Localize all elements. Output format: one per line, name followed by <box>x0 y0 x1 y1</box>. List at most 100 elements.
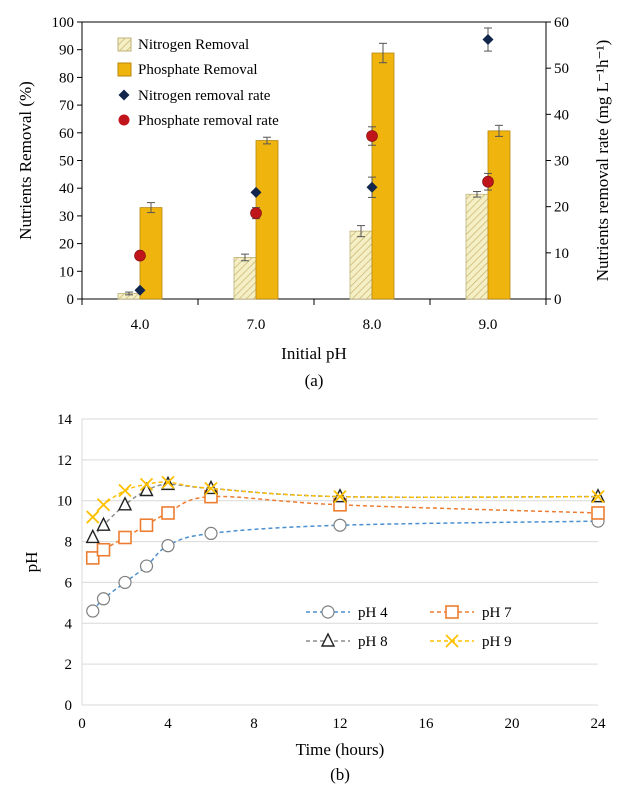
y-axis-label-left: Nutrients Removal (%) <box>16 81 35 240</box>
x-marker-stroke <box>204 481 218 496</box>
y-tick-label-right: 60 <box>554 15 569 31</box>
panel-caption-a: (a) <box>305 371 324 390</box>
x-axis-label-b: Time (hours) <box>296 740 385 759</box>
data-point-ph-7 <box>96 542 111 557</box>
x-tick-label: 8.0 <box>363 317 382 333</box>
y-tick-label: 6 <box>65 575 73 591</box>
x-marker-stroke <box>333 489 347 504</box>
x-marker-stroke <box>86 510 100 524</box>
x-tick-label: 16 <box>419 716 435 732</box>
bar-nitrogen-removal <box>233 257 257 300</box>
y-tick-label-left: 80 <box>59 70 74 86</box>
data-point-ph-8 <box>139 481 154 497</box>
data-point-ph-9 <box>204 481 218 496</box>
y-tick-label: 10 <box>57 494 72 510</box>
bar-nitrogen-removal <box>465 193 489 300</box>
data-point-ph-7 <box>85 551 100 565</box>
x-tick-label: 8 <box>250 716 258 732</box>
y-tick-label: 2 <box>65 657 73 673</box>
y-tick-label-left: 0 <box>67 292 75 308</box>
point-phosphate-removal-rate <box>366 130 378 142</box>
data-point-ph-4 <box>161 539 175 553</box>
legend-marker-ph-4 <box>321 605 335 619</box>
data-point-ph-4 <box>139 559 154 573</box>
legend-swatch-phosphate-removal <box>117 62 132 77</box>
bar-phosphate-removal <box>255 140 279 300</box>
data-point-ph-8 <box>96 516 111 531</box>
data-point-ph-4 <box>204 526 218 541</box>
y-tick-label: 12 <box>57 453 72 469</box>
legend-marker-ph-8 <box>320 632 336 647</box>
legend-label: pH 7 <box>482 605 512 621</box>
y-tick-label-left: 60 <box>59 126 74 142</box>
y-tick-label-left: 90 <box>59 43 74 59</box>
legend-label: Phosphate Removal <box>138 62 258 78</box>
legend-label: pH 8 <box>358 634 388 650</box>
x-tick-label: 20 <box>505 716 520 732</box>
y-tick-label-left: 50 <box>59 154 74 170</box>
y-tick-label-left: 100 <box>52 15 75 31</box>
x-marker-stroke <box>139 477 154 492</box>
data-point-ph-4 <box>333 518 347 532</box>
y-tick-label: 14 <box>57 412 73 428</box>
data-point-ph-7 <box>139 518 154 533</box>
x-tick-label: 12 <box>333 716 348 732</box>
y-tick-label: 4 <box>65 616 73 632</box>
panel-a: 0 10 20 30 40 50 60 70 80 90 100 0 10 20 30 40 50 60 4.0 7.… <box>16 15 612 390</box>
data-point-ph-9 <box>161 475 175 489</box>
y-tick-label-left: 30 <box>59 209 74 225</box>
bar-phosphate-removal <box>371 52 395 300</box>
data-point-ph-9 <box>86 510 100 524</box>
x-marker-stroke <box>591 489 605 504</box>
legend-label: Nitrogen Removal <box>138 37 249 53</box>
y-tick-label-left: 70 <box>59 98 74 114</box>
y-axis-label-b: pH <box>22 552 41 573</box>
data-point-ph-9 <box>333 489 347 504</box>
point-nitrogen-removal-rate <box>134 284 146 296</box>
point-phosphate-removal-rate <box>250 207 262 219</box>
point-phosphate-removal-rate <box>134 249 146 262</box>
y-tick-label-left: 40 <box>59 181 74 197</box>
data-point-ph-9 <box>118 483 132 498</box>
data-point-ph-4 <box>96 592 111 606</box>
data-point-ph-9 <box>139 477 154 492</box>
data-point-ph-7 <box>161 506 175 520</box>
y-tick-label-left: 10 <box>59 264 74 280</box>
x-tick-label: 7.0 <box>247 317 266 333</box>
legend-label: pH 9 <box>482 634 512 650</box>
y-tick-label-right: 50 <box>554 61 569 77</box>
x-marker-stroke <box>445 634 459 648</box>
data-point-ph-4 <box>118 575 132 590</box>
series-line-ph-7 <box>92 495 599 559</box>
legend-marker-ph-9 <box>445 634 459 648</box>
bar-phosphate-removal <box>487 130 511 300</box>
data-point-ph-7 <box>591 506 605 520</box>
data-point-ph-8 <box>117 496 133 511</box>
legend-marker-ph-7 <box>445 605 459 619</box>
legend-swatch-nitrogen-removal <box>117 37 132 52</box>
y-tick-label: 8 <box>65 535 73 551</box>
legend-label: Phosphate removal rate <box>138 113 279 129</box>
panel-caption-b: (b) <box>330 765 350 784</box>
x-tick-label: 4.0 <box>131 317 150 333</box>
bar-nitrogen-removal <box>349 230 373 300</box>
y-tick-label-right: 30 <box>554 154 569 170</box>
y-axis-label-right: Nutrients removal rate (mg L⁻¹h⁻¹) <box>593 40 612 282</box>
legend-label: Nitrogen removal rate <box>138 88 271 104</box>
y-tick-label-right: 0 <box>554 292 562 308</box>
legend-swatch-nitrogen-rate <box>118 89 130 101</box>
data-point-ph-9 <box>591 489 605 504</box>
x-tick-label: 4 <box>164 716 172 732</box>
point-nitrogen-removal-rate <box>482 34 494 46</box>
y-tick-label-right: 20 <box>554 200 569 216</box>
x-tick-label: 24 <box>591 716 607 732</box>
data-point-ph-7 <box>118 530 132 545</box>
point-nitrogen-removal-rate <box>250 186 262 198</box>
x-tick-label: 0 <box>78 716 86 732</box>
y-tick-label: 0 <box>65 698 73 714</box>
data-point-ph-8 <box>85 528 100 544</box>
point-nitrogen-removal-rate <box>366 181 378 193</box>
legend-label: pH 4 <box>358 605 388 621</box>
